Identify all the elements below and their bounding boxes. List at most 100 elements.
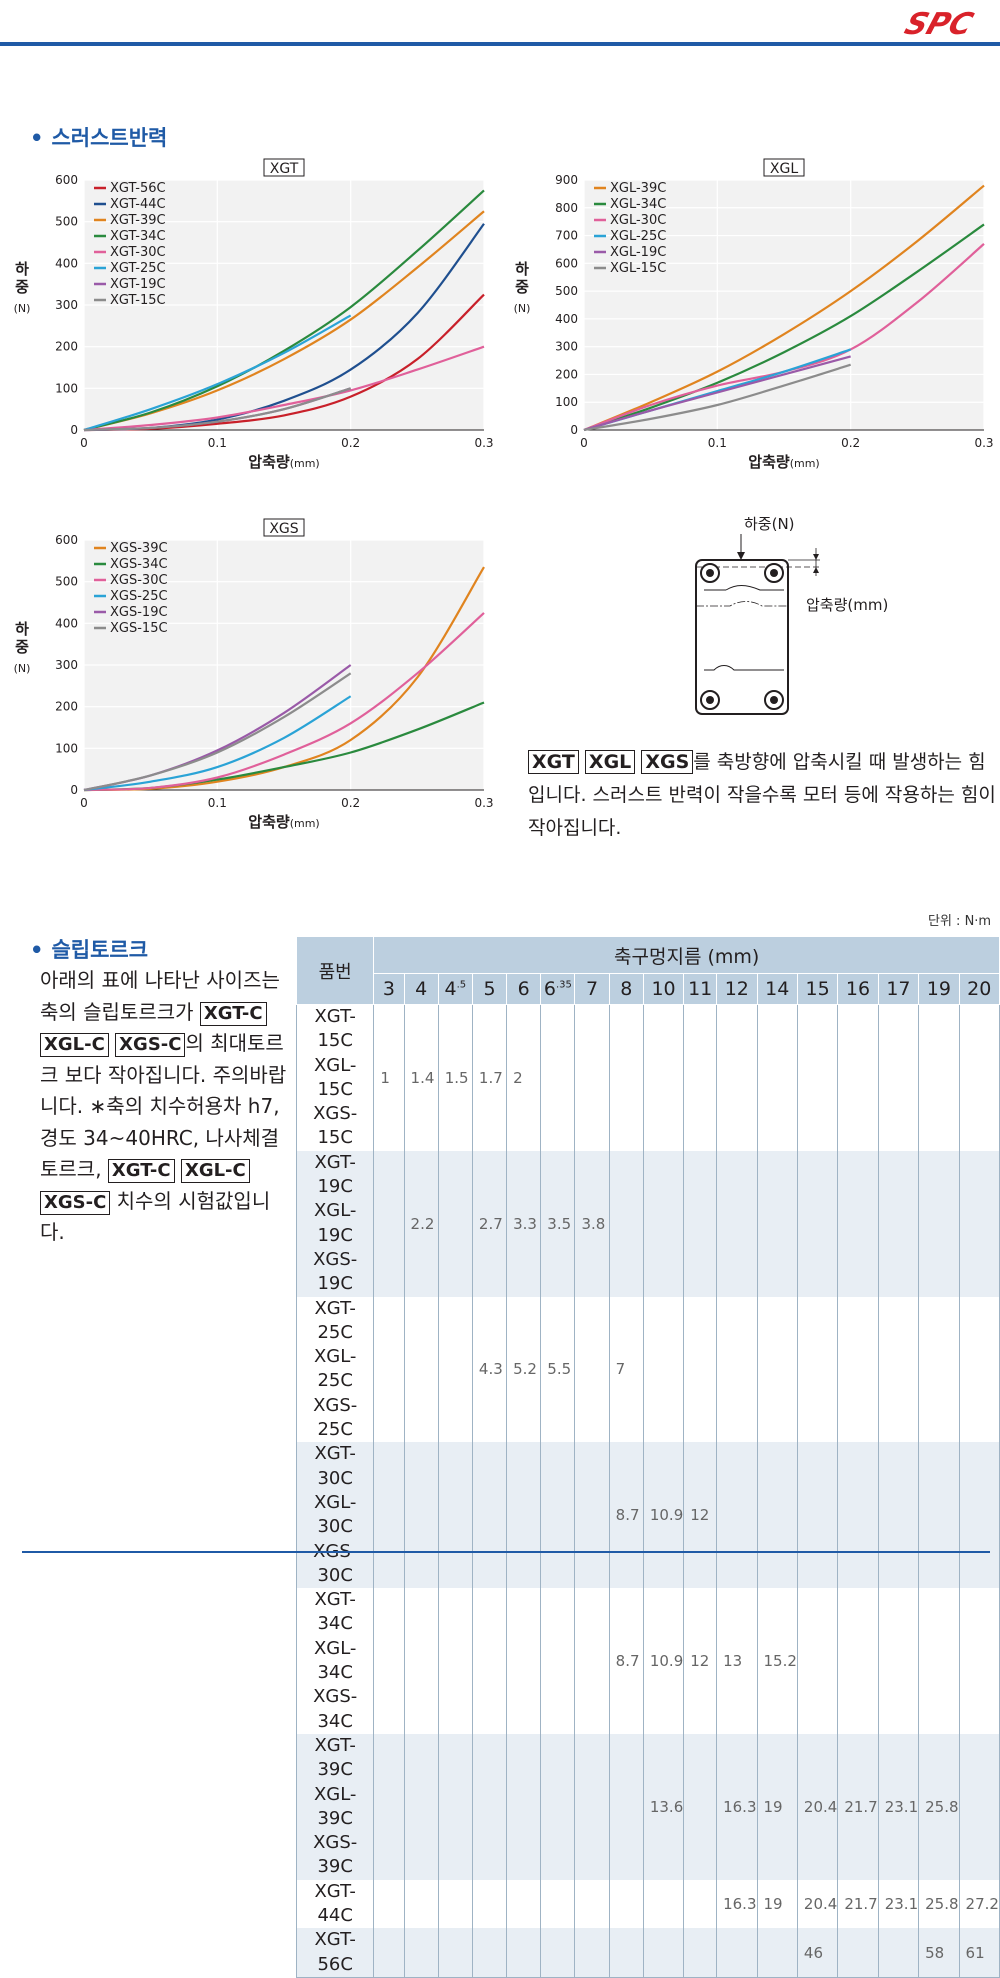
tag-xgt: XGT [528,750,579,774]
diameter-column-header: 20 [958,973,1000,1005]
header-bar [0,42,1000,46]
tag-xgl: XGL [584,750,636,774]
part-number: XGS-25C [313,1394,358,1441]
y-axis-unit: (N) [14,302,31,315]
torque-value-cell [756,1928,798,1978]
torque-value-cell [683,1733,718,1880]
torque-value-cell [373,1879,405,1929]
part-number-header: 품번 [295,936,375,1005]
y-axis-label-char: 하 [15,260,29,278]
load-arrow-head-icon [737,552,745,560]
torque-value-cell [506,1928,542,1978]
y-tick-label: 900 [555,173,578,187]
diameter-column-header: 16 [837,973,879,1005]
torque-value-cell: 25.8 [918,1879,960,1929]
series-line-xgt-30c [83,345,485,432]
torque-value-cell [437,1296,473,1443]
x-tick-label: 0.1 [208,796,227,810]
y-tick-label: 100 [55,381,78,395]
torque-value-cell [608,1928,644,1978]
torque-value-cell [437,1879,473,1929]
torque-value-cell [683,1004,718,1151]
torque-value-cell: 1.7 [471,1004,508,1151]
torque-value-cell [403,1442,439,1589]
legend-label: XGS-39C [110,541,168,556]
torque-value-cell [716,1150,758,1297]
series-line-xgt-15c [83,387,351,432]
part-number: XGT-44C [314,1880,356,1926]
x-tick-label: 0.1 [708,436,727,450]
torque-value-cell [506,1733,542,1880]
torque-value-cell: 8.7 [608,1442,644,1589]
torque-value-cell [540,1442,576,1589]
torque-value-cell [918,1442,960,1589]
torque-value-cell [471,1879,508,1929]
torque-value-cell [796,1004,839,1151]
diameter-column-header: 4.5 [437,973,473,1005]
x-tick-label: 0.2 [841,436,860,450]
part-number-cell: XGT-19C XGL-19C XGS-19C [295,1150,375,1297]
thrust-diagram: 하중(N) 압축량(mm) [695,515,888,715]
table-row: XGT-30C XGL-30C XGS-30C 8.7 10.9 12 [295,1442,1000,1589]
torque-value-cell [574,1004,610,1151]
series-line-xgt-25c [83,314,352,432]
slip-desc3: ∗축의 치수허용차 h7, 경도 34~40HRC, 나사체결토르크, [40,1094,280,1181]
torque-value-cell [403,1733,439,1880]
thrust-section-title: • 스러스트반력 [30,122,167,152]
torque-value-cell [796,1150,839,1297]
slip-desc2: 의 최대토르크 보다 작아집니다. 주의바랍니다. [40,1031,287,1118]
y-tick-label: 400 [555,312,578,326]
legend-label: XGT-25C [110,261,166,276]
diagram-load-label: 하중(N) [744,515,795,533]
slip-description: 아래의 표에 나타난 사이즈는 축의 슬립토르크가 XGT-C XGL-C XG… [40,965,290,1249]
y-tick-label: 100 [55,741,78,755]
torque-value-cell [683,1928,718,1978]
y-tick-label: 500 [555,284,578,298]
torque-value-cell [403,1296,439,1443]
torque-value-cell: 7 [608,1296,644,1443]
bullet-icon: • [30,126,44,150]
chart-title: XGL [770,161,798,177]
part-number: XGL-15C [313,1054,357,1100]
thrust-desc-text: 를 축방향에 압축시킬 때 발생하는 힘입니다. 스러스트 반력이 작을수록 모… [528,751,996,839]
y-tick-label: 100 [555,395,578,409]
part-number: XGL-30C [313,1491,357,1538]
torque-value-cell [574,1442,610,1589]
diameter-column-header: 8 [608,973,644,1005]
diameter-header: 축구멍지름 (mm) [373,936,1000,974]
chart-title-box [263,158,305,177]
screw-icon [700,690,720,710]
y-axis-label-char: 중 [15,638,29,656]
torque-value-cell [608,1733,644,1880]
chart-title-box [763,158,805,177]
torque-value-cell [683,1150,718,1297]
legend-label: XGL-39C [610,181,666,196]
table-row: XGT-25C XGL-25C XGS-25C 4.3 5.2 5.5 7 [295,1296,1000,1443]
thrust-title-text: 스러스트반력 [51,126,168,150]
torque-value-cell: 3.5 [540,1150,576,1297]
torque-value-cell: 10.9 [642,1442,685,1589]
part-number: XGS-19C [313,1248,358,1295]
part-number: XGT-19C [314,1151,356,1198]
torque-value-cell [958,1296,1000,1443]
torque-value-cell [756,1442,798,1589]
torque-value-cell [471,1928,508,1978]
torque-value-cell [837,1296,879,1443]
torque-value-cell [471,1588,508,1734]
diameter-column-header: 14 [756,973,798,1005]
torque-value-cell [506,1879,542,1929]
y-axis-label-char: 하 [515,260,529,278]
y-tick-label: 400 [55,616,78,630]
diameter-column-header: 6.35 [540,973,576,1005]
torque-value-cell [756,1004,798,1151]
part-number: XGL-39C [313,1783,357,1829]
torque-value-cell [373,1296,405,1443]
torque-value-cell [958,1733,1000,1880]
y-tick-label: 300 [55,658,78,672]
torque-value-cell [958,1004,1000,1151]
diameter-column-header: 5 [471,973,508,1005]
torque-value-cell [574,1879,610,1929]
legend-label: XGL-25C [610,229,666,244]
torque-value-cell: 13 [716,1588,758,1734]
torque-value-cell: 21.7 [837,1879,879,1929]
